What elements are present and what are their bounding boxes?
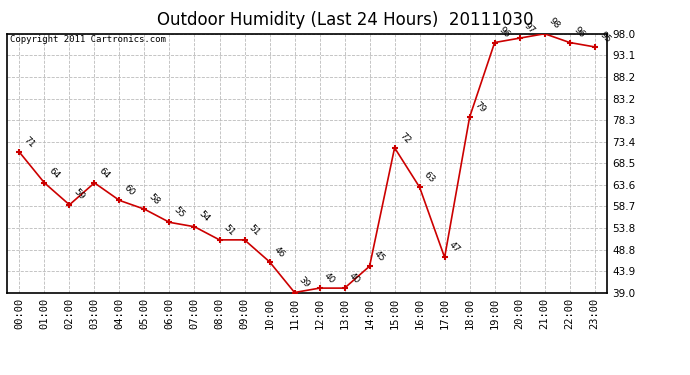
Text: 39: 39 <box>297 275 312 290</box>
Text: 95: 95 <box>598 30 612 44</box>
Text: 58: 58 <box>147 192 161 206</box>
Text: 47: 47 <box>447 240 462 255</box>
Text: 55: 55 <box>172 205 187 219</box>
Text: 64: 64 <box>97 166 112 180</box>
Text: 40: 40 <box>322 271 337 285</box>
Text: 40: 40 <box>347 271 362 285</box>
Text: 79: 79 <box>473 100 487 114</box>
Text: 64: 64 <box>47 166 61 180</box>
Text: 54: 54 <box>197 210 212 224</box>
Text: 51: 51 <box>222 223 237 237</box>
Text: 72: 72 <box>397 130 412 145</box>
Text: 63: 63 <box>422 170 437 184</box>
Text: 45: 45 <box>373 249 387 263</box>
Text: Copyright 2011 Cartronics.com: Copyright 2011 Cartronics.com <box>10 35 166 44</box>
Text: 96: 96 <box>497 25 512 40</box>
Text: Outdoor Humidity (Last 24 Hours)  20111030: Outdoor Humidity (Last 24 Hours) 2011103… <box>157 11 533 29</box>
Text: 96: 96 <box>573 25 587 40</box>
Text: 59: 59 <box>72 188 87 202</box>
Text: 51: 51 <box>247 223 262 237</box>
Text: 60: 60 <box>122 183 137 198</box>
Text: 46: 46 <box>273 244 287 259</box>
Text: 97: 97 <box>522 21 537 35</box>
Text: 71: 71 <box>22 135 37 149</box>
Text: 98: 98 <box>547 16 562 31</box>
